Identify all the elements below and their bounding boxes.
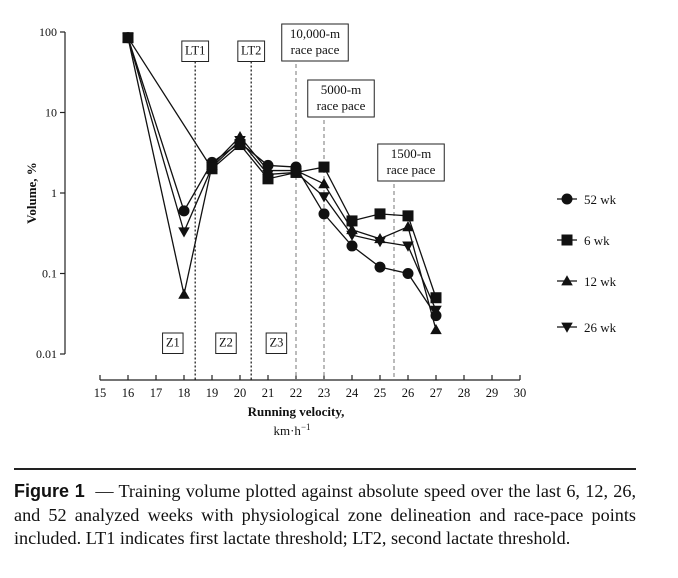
x-tick-label: 18 [178, 386, 191, 400]
legend-marker-26-wk [561, 322, 573, 333]
x-tick-label: 20 [234, 386, 247, 400]
data-point-6-wk [402, 210, 414, 222]
data-point-26-wk [234, 136, 246, 147]
series-line-12-wk [127, 37, 437, 330]
x-axis-unit: km·h−1 [273, 422, 310, 438]
data-point-26-wk [262, 170, 274, 181]
legend-label-6-wk: 6 wk [584, 233, 610, 248]
x-tick-label: 17 [150, 386, 163, 400]
legend-marker-6-wk [561, 234, 573, 246]
race-pace-label-text: race pace [317, 98, 366, 113]
x-tick-label: 23 [318, 386, 331, 400]
data-point-6-wk [318, 161, 330, 173]
zone-label-z1-box [162, 332, 184, 354]
x-tick-label: 22 [290, 386, 303, 400]
data-point-6-wk [346, 215, 358, 227]
data-point-26-wk [346, 230, 358, 241]
x-tick-label: 30 [514, 386, 527, 400]
data-point-52-wk [178, 205, 190, 217]
data-point-26-wk [206, 162, 218, 173]
x-tick-label: 28 [458, 386, 471, 400]
legend-label-26-wk: 26 wk [584, 320, 617, 335]
caption-divider [14, 468, 636, 470]
data-point-12-wk [402, 221, 414, 232]
volume-vs-velocity-chart: 0.01 0.1 1 10 100 15 16 17 18 19 20 21 22 23 24 25 26 27 2… [24, 23, 617, 438]
data-point-26-wk [122, 33, 134, 44]
x-tick-label: 29 [486, 386, 499, 400]
zone-label-z2-box [215, 332, 237, 354]
race-pace-label-text: race pace [291, 42, 340, 57]
race-pace-label-text: 1500-m [391, 146, 431, 161]
race-pace-label-box [377, 143, 445, 182]
data-point-26-wk [178, 227, 190, 238]
zone-label-z1-text: Z1 [166, 336, 180, 350]
x-tick-label: 16 [122, 386, 135, 400]
data-point-6-wk [430, 292, 442, 304]
data-point-52-wk [402, 268, 414, 279]
data-point-52-wk [318, 208, 330, 220]
y-tick-label: 10 [45, 106, 57, 120]
threshold-label-lt2-text: LT2 [241, 44, 261, 58]
data-point-12-wk [318, 178, 330, 189]
y-tick-label: 0.01 [36, 347, 57, 361]
data-point-12-wk [178, 288, 190, 299]
data-point-26-wk [290, 168, 302, 179]
race-pace-label-text: 10,000-m [290, 26, 340, 41]
y-axis-title: Volume, % [24, 162, 39, 224]
legend-label-52-wk: 52 wk [584, 192, 617, 207]
x-tick-label: 15 [94, 386, 107, 400]
data-point-26-wk [318, 192, 330, 203]
zone-label-z2-text: Z2 [219, 336, 233, 350]
caption-text: — Training volume plotted against absolu… [14, 481, 637, 548]
legend-marker-12-wk [561, 275, 573, 286]
data-point-6-wk [374, 208, 386, 220]
race-pace-label-box [281, 23, 349, 62]
x-tick-label: 27 [430, 386, 443, 400]
data-point-52-wk [346, 240, 358, 252]
y-tick-label: 100 [39, 25, 57, 39]
figure-label: Figure 1 [14, 481, 85, 501]
figure-caption: Figure 1 — Training volume plotted again… [14, 480, 636, 551]
data-point-26-wk [402, 241, 414, 252]
data-point-26-wk [430, 305, 442, 316]
legend-label-12-wk: 12 wk [584, 274, 617, 289]
y-tick-label: 1 [51, 186, 57, 200]
x-tick-label: 26 [402, 386, 415, 400]
y-tick-label: 0.1 [42, 267, 57, 281]
data-point-12-wk [430, 323, 442, 335]
x-axis-unit-exponent: −1 [301, 422, 311, 432]
zone-label-z3-text: Z3 [269, 336, 283, 350]
series-line-6-wk [127, 37, 437, 298]
x-tick-label: 21 [262, 386, 275, 400]
threshold-label-lt1-text: LT1 [185, 44, 205, 58]
x-tick-label: 19 [206, 386, 219, 400]
race-pace-label-box [307, 79, 375, 118]
data-point-52-wk [374, 261, 386, 273]
x-tick-label: 24 [346, 386, 359, 400]
race-pace-label-text: 5000-m [321, 82, 361, 97]
x-tick-label: 25 [374, 386, 387, 400]
data-point-26-wk [374, 237, 386, 248]
race-pace-label-text: race pace [387, 162, 436, 177]
x-axis-title: Running velocity, [248, 404, 345, 419]
legend-marker-52-wk [561, 193, 573, 205]
zone-label-z3-box [265, 332, 288, 354]
